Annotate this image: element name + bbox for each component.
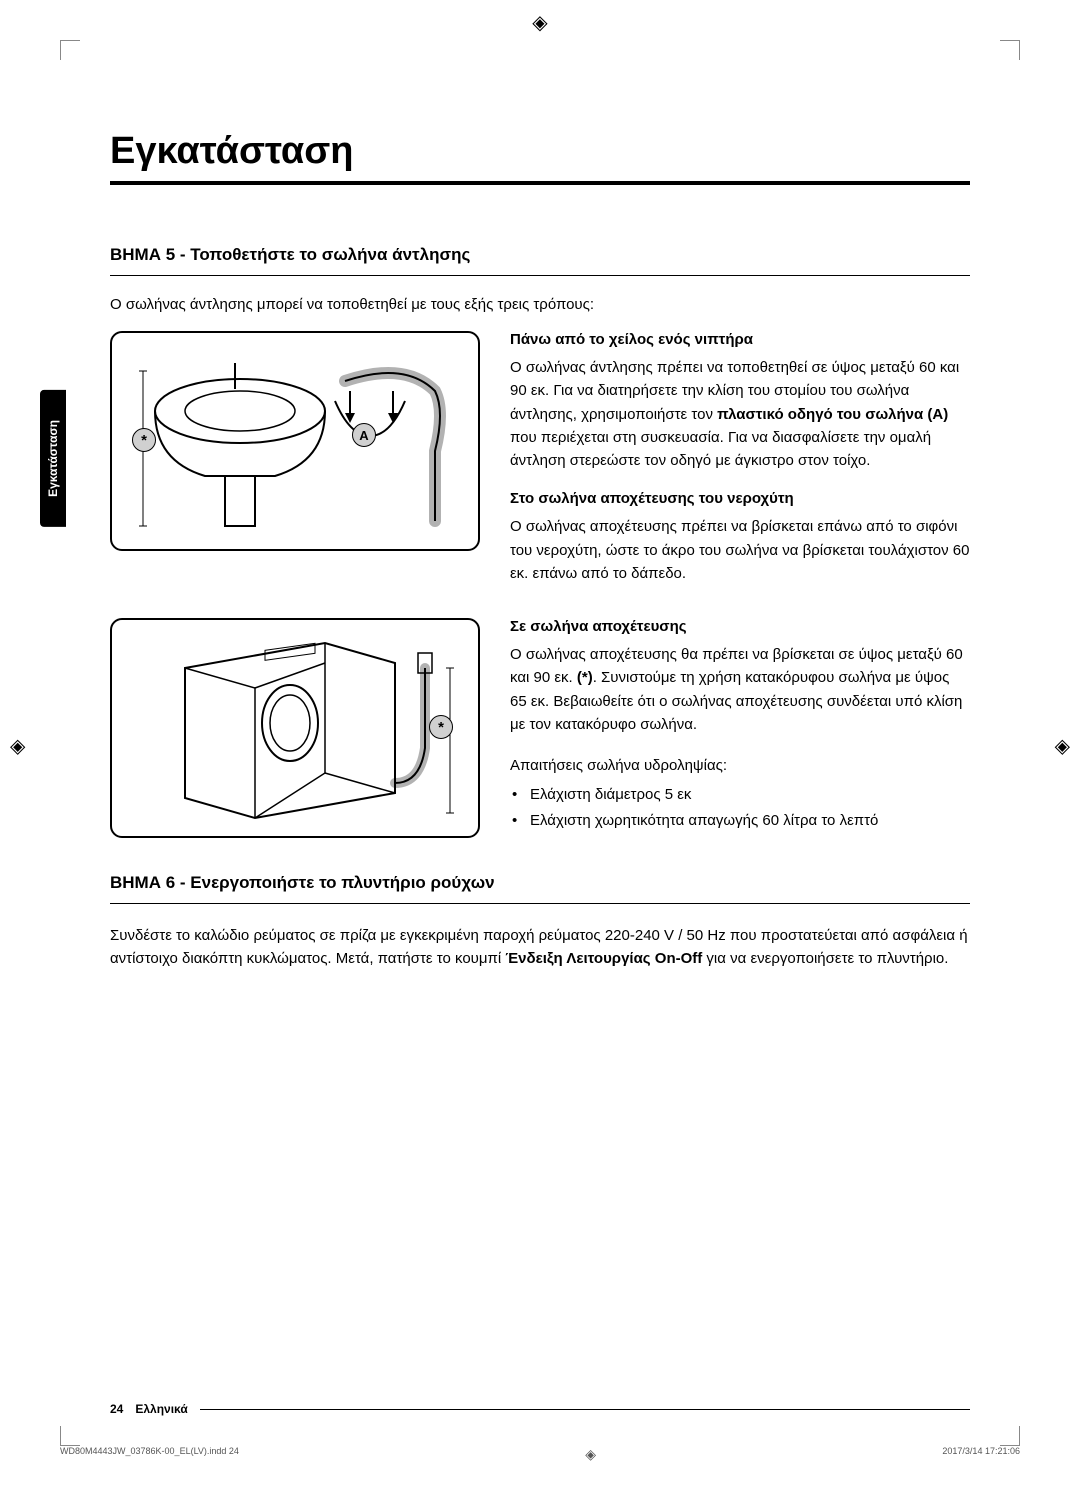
crop-mark-right: ◈ xyxy=(1055,733,1070,758)
corner-tr xyxy=(1000,40,1020,60)
list-item: Ελάχιστη χωρητικότητα απαγωγής 60 λίτρα … xyxy=(530,809,970,832)
step6-section: ΒΗΜΑ 6 - Ενεργοποιήστε το πλυντήριο ρούχ… xyxy=(110,873,970,971)
section1-text-b: που περιέχεται στη συσκευασία. Για να δι… xyxy=(510,429,931,469)
print-timestamp: 2017/3/14 17:21:06 xyxy=(942,1446,1020,1463)
list-item: Ελάχιστη διάμετρος 5 εκ xyxy=(530,783,970,806)
print-metadata: WD80M4443JW_03786K-00_EL(LV).indd 24 ◈ 2… xyxy=(60,1446,1020,1463)
page-number: 24 xyxy=(110,1402,123,1416)
figure2-washer: * xyxy=(110,618,480,838)
crop-mark-left: ◈ xyxy=(10,733,25,758)
sidebar-section-tab: Εγκατάσταση xyxy=(40,390,66,527)
washer-illustration xyxy=(125,628,465,828)
figure1-sink: * A xyxy=(110,331,480,551)
crop-mark-top: ◈ xyxy=(532,10,547,35)
section2-heading: Στο σωλήνα αποχέτευσης του νεροχύτη xyxy=(510,490,970,507)
sink-illustration xyxy=(125,341,465,541)
page-footer: 24 Ελληνικά xyxy=(110,1402,970,1416)
figure2-col: * xyxy=(110,618,480,838)
row-1: * A Πάνω από το χείλος ενός νιπτήρα Ο σω… xyxy=(110,331,970,603)
figure2-star-badge: * xyxy=(429,715,453,739)
print-center-mark: ◈ xyxy=(585,1446,596,1463)
section1-text: Ο σωλήνας άντλησης πρέπει να τοποθετηθεί… xyxy=(510,356,970,472)
corner-tl xyxy=(60,40,80,60)
section3-text: Ο σωλήνας αποχέτευσης θα πρέπει να βρίσκ… xyxy=(510,643,970,736)
section3-heading: Σε σωλήνα αποχέτευσης xyxy=(510,618,970,635)
requirements-heading: Απαιτήσεις σωλήνα υδροληψίας: xyxy=(510,754,970,777)
section3-bold: (*) xyxy=(577,669,593,686)
page-content: Εγκατάσταση ΒΗΜΑ 5 - Τοποθετήστε το σωλή… xyxy=(0,0,1080,1049)
section2-text: Ο σωλήνας αποχέτευσης πρέπει να βρίσκετα… xyxy=(510,515,970,585)
print-file: WD80M4443JW_03786K-00_EL(LV).indd 24 xyxy=(60,1446,239,1463)
corner-bl xyxy=(60,1426,80,1446)
requirements-list: Ελάχιστη διάμετρος 5 εκ Ελάχιστη χωρητικ… xyxy=(510,783,970,832)
footer-rule xyxy=(200,1409,970,1410)
figure1-a-badge: A xyxy=(352,423,376,447)
text-col-1: Πάνω από το χείλος ενός νιπτήρα Ο σωλήνα… xyxy=(510,331,970,603)
figure1-col: * A xyxy=(110,331,480,603)
step6-text-b: για να ενεργοποιήσετε το πλυντήριο. xyxy=(702,950,948,967)
corner-br xyxy=(1000,1426,1020,1446)
step6-heading: ΒΗΜΑ 6 - Ενεργοποιήστε το πλυντήριο ρούχ… xyxy=(110,873,970,904)
step5-heading: ΒΗΜΑ 5 - Τοποθετήστε το σωλήνα άντλησης xyxy=(110,245,970,276)
text-col-2: Σε σωλήνα αποχέτευσης Ο σωλήνας αποχέτευ… xyxy=(510,618,970,838)
figure1-star-badge: * xyxy=(132,428,156,452)
step6-text: Συνδέστε το καλώδιο ρεύματος σε πρίζα με… xyxy=(110,924,970,971)
section1-heading: Πάνω από το χείλος ενός νιπτήρα xyxy=(510,331,970,348)
page-title: Εγκατάσταση xyxy=(110,130,970,185)
row-2: * Σε σωλήνα αποχέτευσης Ο σωλήνας αποχέτ… xyxy=(110,618,970,838)
step5-intro: Ο σωλήνας άντλησης μπορεί να τοποθετηθεί… xyxy=(110,296,970,313)
section1-bold: πλαστικό οδηγό του σωλήνα (A) xyxy=(717,406,948,423)
page-language: Ελληνικά xyxy=(135,1402,187,1416)
step6-bold: Ένδειξη Λειτουργίας On-Off xyxy=(505,950,702,967)
